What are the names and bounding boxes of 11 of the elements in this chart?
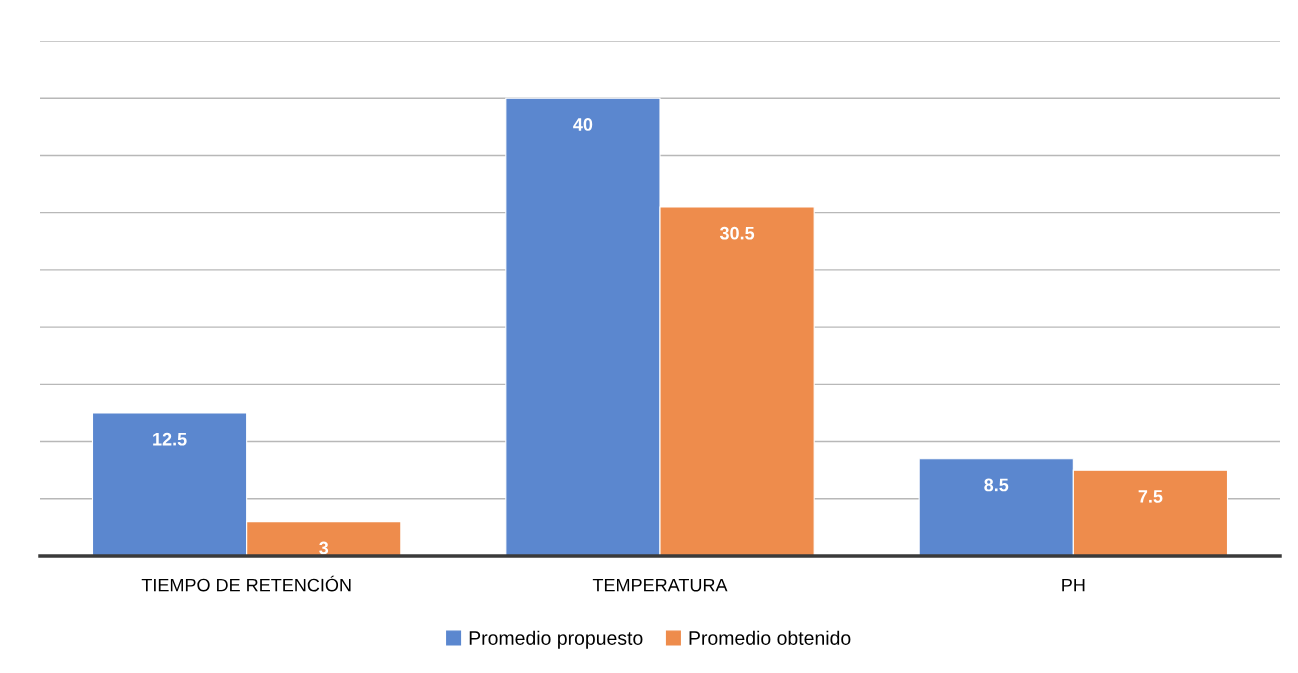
- legend-label: Promedio propuesto: [469, 630, 643, 649]
- data-label: 30.5: [719, 226, 755, 240]
- data-label: 3: [319, 541, 329, 555]
- x-tick-label: TIEMPO DE RETENCIÓN: [141, 575, 351, 592]
- legend-label: Promedio obtenido: [689, 630, 851, 645]
- x-tick-label: PH: [1062, 578, 1085, 592]
- x-tick-label: TEMPERATURA: [592, 578, 728, 592]
- data-label: 12.5: [153, 432, 187, 446]
- data-label: 7.5: [1138, 490, 1163, 503]
- data-label: 40: [573, 118, 593, 131]
- data-label: 8.5: [984, 478, 1009, 492]
